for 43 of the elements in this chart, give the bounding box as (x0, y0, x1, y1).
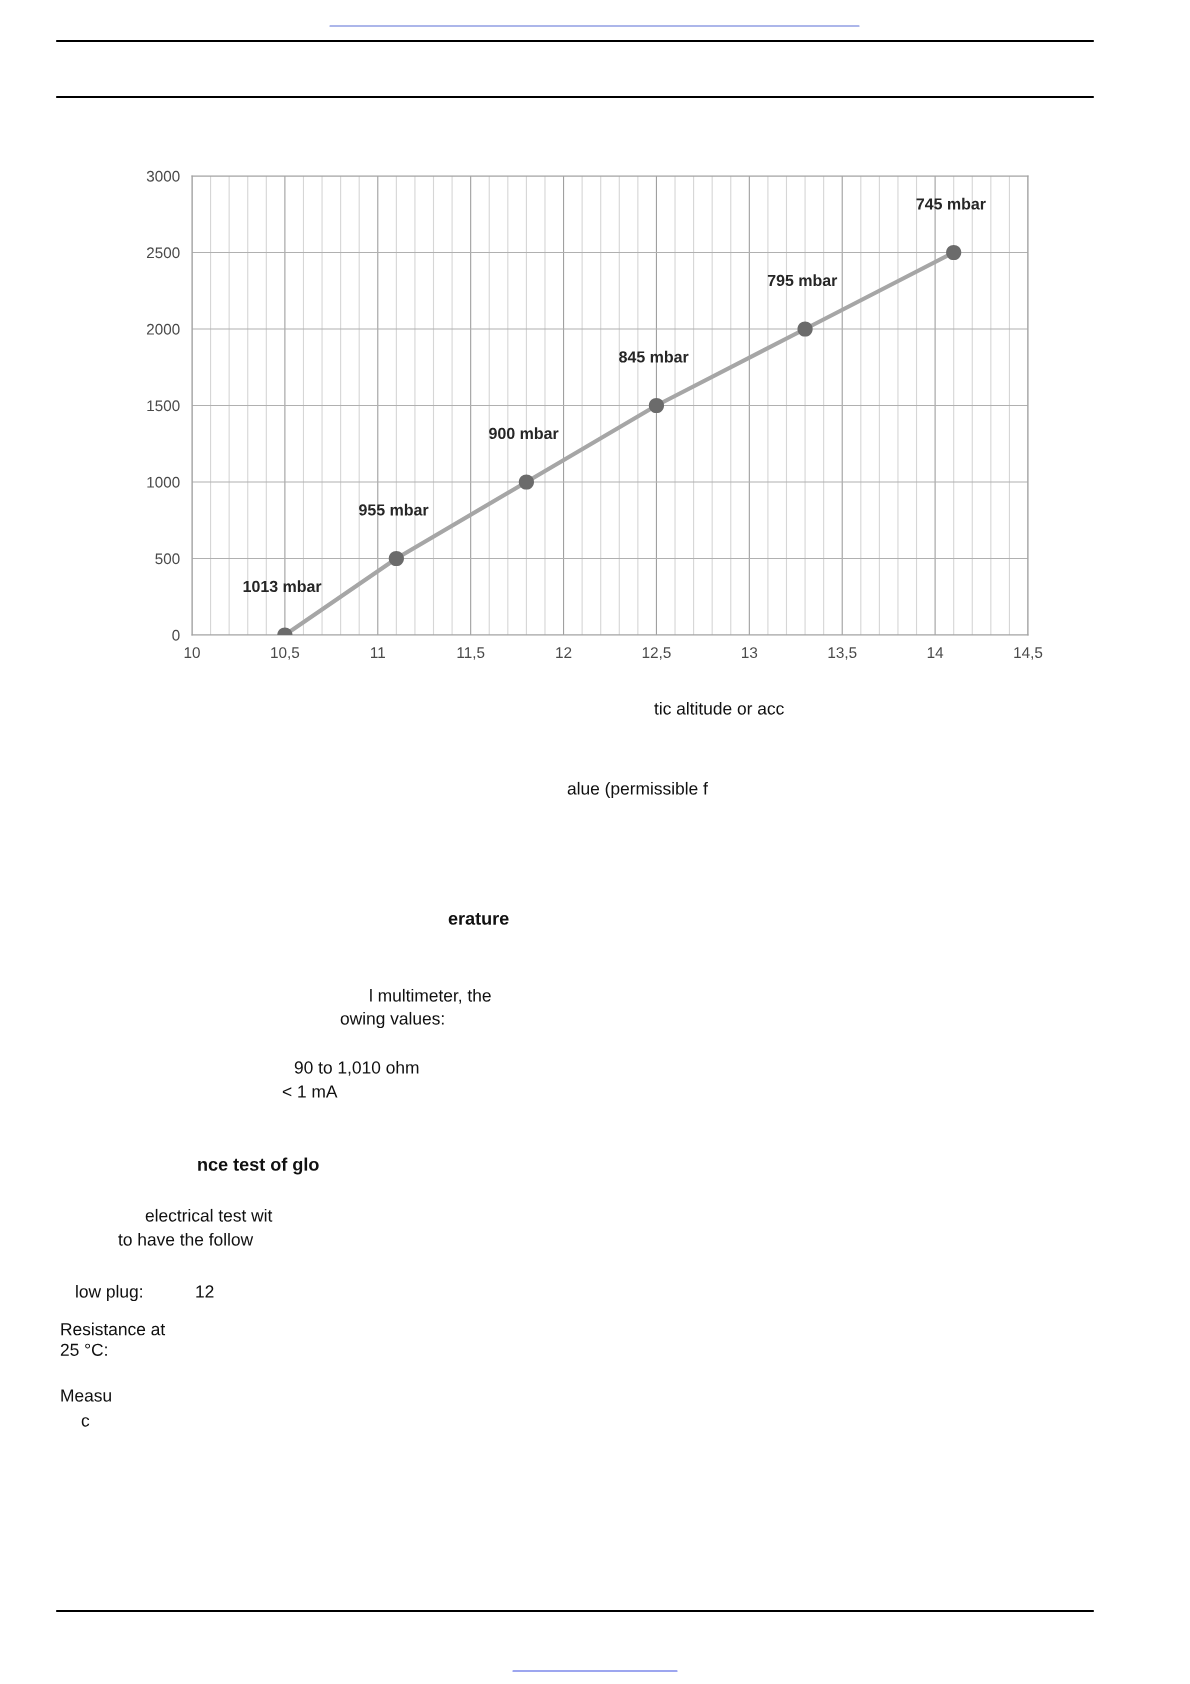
text: nce test of glo (198, 1157, 319, 1175)
y-tick-label: 1000 (147, 476, 180, 488)
point (648, 397, 665, 414)
text: 12 (196, 1285, 214, 1298)
x-tick-label: 14 (927, 647, 944, 658)
x-tick-label: 10 (184, 647, 200, 659)
point (518, 474, 535, 490)
text: tic altitude or acc (654, 701, 784, 715)
text: l multimeter, the (370, 988, 491, 1004)
text: low plug: (76, 1284, 142, 1302)
y-tick-label: 1500 (147, 400, 180, 412)
annotation: 1013 mbar (243, 580, 322, 593)
text: electrical test wit (145, 1208, 273, 1222)
point (388, 550, 404, 567)
x-tick-label: 10,5 (271, 647, 300, 660)
annotation: 900 mbar (489, 427, 559, 440)
text: to have the follow (118, 1232, 254, 1246)
x-tick-label: 11,5 (457, 647, 485, 660)
x-tick-label: 12 (556, 647, 572, 658)
annotation: 745 mbar (916, 197, 986, 210)
text: c (81, 1417, 90, 1427)
x-tick-label: 13 (742, 647, 758, 659)
y-tick-label: 2000 (146, 323, 180, 335)
text: owing values: (340, 1011, 444, 1029)
point (946, 244, 962, 261)
text: 90 to 1,010 ohm (294, 1060, 419, 1076)
x-tick-label: 12,5 (642, 647, 671, 660)
x-tick-label: 13,5 (828, 647, 857, 660)
y-tick-label: 500 (155, 553, 180, 565)
annotation: 795 mbar (767, 274, 838, 287)
x-tick-label: 14,5 (1014, 647, 1043, 660)
y-tick-label: 0 (172, 629, 180, 641)
text: alue (permissible f (567, 781, 708, 799)
text: erature (448, 912, 509, 925)
y-tick-label: 3000 (146, 170, 180, 182)
point (797, 321, 813, 337)
y-tick-label: 2500 (146, 247, 180, 259)
text: Resistance at 25 °C: (60, 1322, 166, 1356)
text: Measu (61, 1389, 111, 1402)
x-tick-label: 11 (371, 647, 385, 658)
text: < 1 mA (282, 1085, 338, 1098)
annotation: 845 mbar (619, 350, 689, 363)
annotation: 955 mbar (359, 503, 429, 516)
